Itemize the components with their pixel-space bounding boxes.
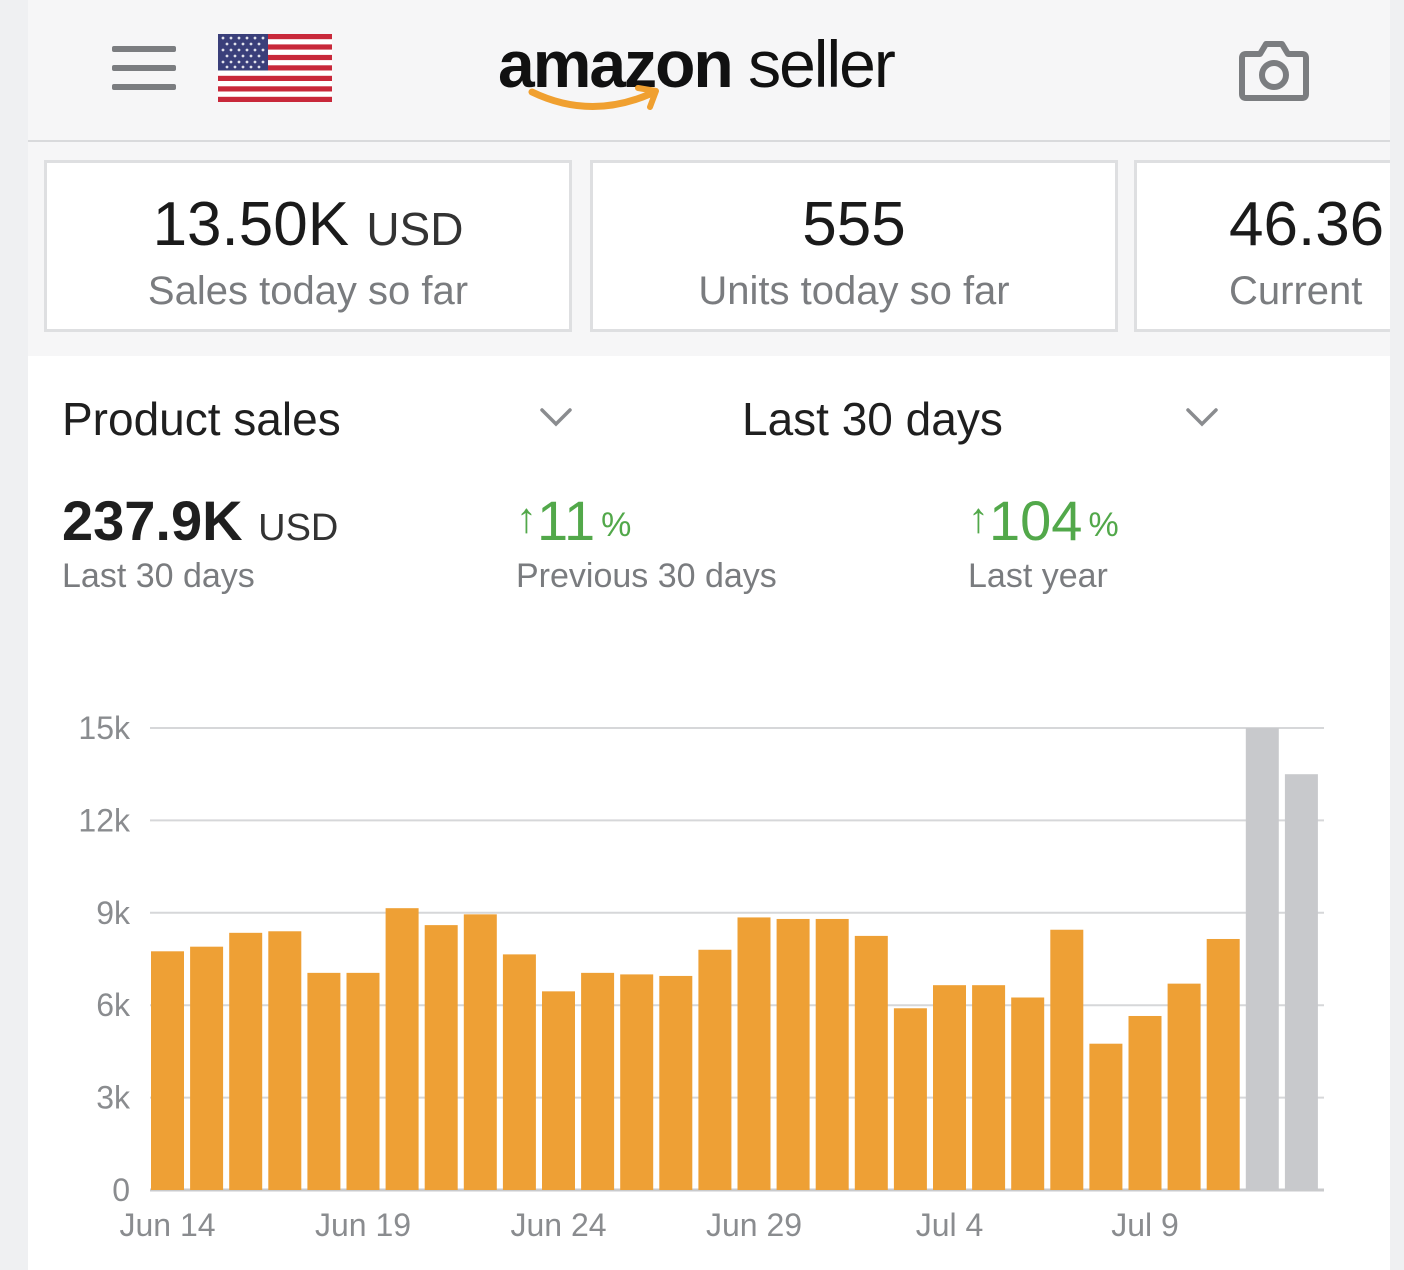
sales-today-label: Sales today so far	[147, 269, 469, 313]
total-sales-value: 237.9K USD	[62, 489, 339, 552]
smile-arrow-icon	[528, 85, 659, 110]
chart-bar	[1050, 929, 1084, 1190]
x-tick-label: Jun 24	[510, 1207, 606, 1243]
chart-bar	[307, 972, 341, 1190]
chart-bar	[1206, 938, 1240, 1190]
range-dropdown-label: Last 30 days	[742, 393, 1003, 445]
chart-bar	[581, 972, 615, 1190]
previous-period-stat: ↑11% Previous 30 days	[516, 488, 777, 596]
y-tick-label: 0	[112, 1172, 130, 1208]
y-tick-label: 15k	[78, 710, 131, 746]
chart-bar	[1284, 774, 1318, 1190]
sales-today-value: 13.50K USD	[152, 190, 464, 259]
chart-bar	[1245, 728, 1279, 1190]
chart-bar	[385, 908, 419, 1190]
last-year-change: ↑104%	[968, 489, 1119, 552]
chart-bar	[893, 1008, 927, 1190]
chart-bar	[620, 974, 654, 1190]
chart-bar	[1089, 1043, 1123, 1190]
metric-dropdown-label: Product sales	[62, 393, 341, 445]
sales-today-card[interactable]: 13.50K USD Sales today so far	[44, 160, 572, 332]
chart-bar	[502, 954, 536, 1190]
chart-bar	[190, 946, 224, 1190]
total-sales-stat: 237.9K USD Last 30 days	[62, 488, 338, 596]
previous-period-label: Previous 30 days	[516, 557, 777, 595]
hamburger-menu-icon[interactable]	[112, 44, 176, 92]
current-label: Current	[1229, 269, 1363, 313]
arrow-up-icon: ↑	[968, 494, 989, 541]
y-tick-label: 12k	[78, 802, 131, 838]
chart-bar	[463, 914, 497, 1190]
logo-text-light: seller	[748, 27, 896, 101]
chart-bar	[346, 972, 380, 1190]
range-dropdown[interactable]: Last 30 days	[742, 392, 1232, 452]
chevron-down-icon	[540, 408, 572, 427]
chart-bar	[972, 985, 1006, 1190]
sales-panel: Product sales Last 30 days 237.9K USD La…	[28, 356, 1390, 1270]
x-tick-label: Jul 4	[916, 1207, 984, 1243]
chart-bar	[1011, 997, 1045, 1190]
camera-icon[interactable]	[1238, 36, 1310, 102]
chevron-down-icon	[1186, 408, 1218, 427]
chart-bar	[854, 935, 888, 1190]
us-flag-icon[interactable]	[218, 34, 332, 102]
app-frame: amazon seller 13.50K USD Sales today so …	[28, 0, 1390, 1270]
chart-bar	[542, 991, 575, 1190]
logo-text-bold: amazon	[498, 27, 734, 101]
y-tick-label: 3k	[96, 1080, 131, 1116]
sales-bar-chart: 0 3k 6k 9k 12k 15k Jun 14 Jun 19 Jun 24 Jun 29 Jul…	[78, 710, 1324, 1243]
x-tick-label: Jun 14	[119, 1207, 215, 1243]
current-value: 46.36	[1229, 190, 1385, 259]
y-tick-label: 6k	[96, 987, 131, 1023]
chart-bar	[1167, 983, 1201, 1190]
chart-bar	[815, 918, 849, 1190]
chart-bar	[659, 975, 693, 1190]
y-tick-label: 9k	[96, 895, 131, 931]
chart-bar	[229, 932, 263, 1190]
chart-bar	[776, 918, 810, 1190]
chart-bar	[151, 951, 184, 1190]
x-tick-label: Jul 9	[1111, 1207, 1179, 1243]
chart-bar	[424, 925, 458, 1190]
total-sales-label: Last 30 days	[62, 557, 255, 595]
previous-period-change: ↑11%	[516, 489, 632, 552]
units-today-value: 555	[802, 190, 906, 259]
chart-bar	[1128, 1015, 1162, 1190]
chart-bar	[698, 949, 732, 1190]
last-year-label: Last year	[968, 557, 1108, 595]
chart-bar	[268, 931, 302, 1190]
current-card[interactable]: 46.36 Current	[1134, 160, 1390, 332]
top-bar: amazon seller	[28, 0, 1390, 142]
amazon-seller-logo: amazon seller	[498, 20, 938, 120]
chart-bar	[737, 917, 771, 1190]
units-today-label: Units today so far	[698, 269, 1010, 313]
metric-dropdown[interactable]: Product sales	[62, 392, 572, 452]
metric-cards: 13.50K USD Sales today so far 555 Units …	[28, 156, 1390, 342]
units-today-card[interactable]: 555 Units today so far	[590, 160, 1118, 332]
chart-bar	[933, 985, 966, 1190]
arrow-up-icon: ↑	[516, 494, 537, 541]
last-year-stat: ↑104% Last year	[968, 488, 1119, 596]
x-tick-label: Jun 19	[315, 1207, 411, 1243]
x-tick-label: Jun 29	[706, 1207, 802, 1243]
